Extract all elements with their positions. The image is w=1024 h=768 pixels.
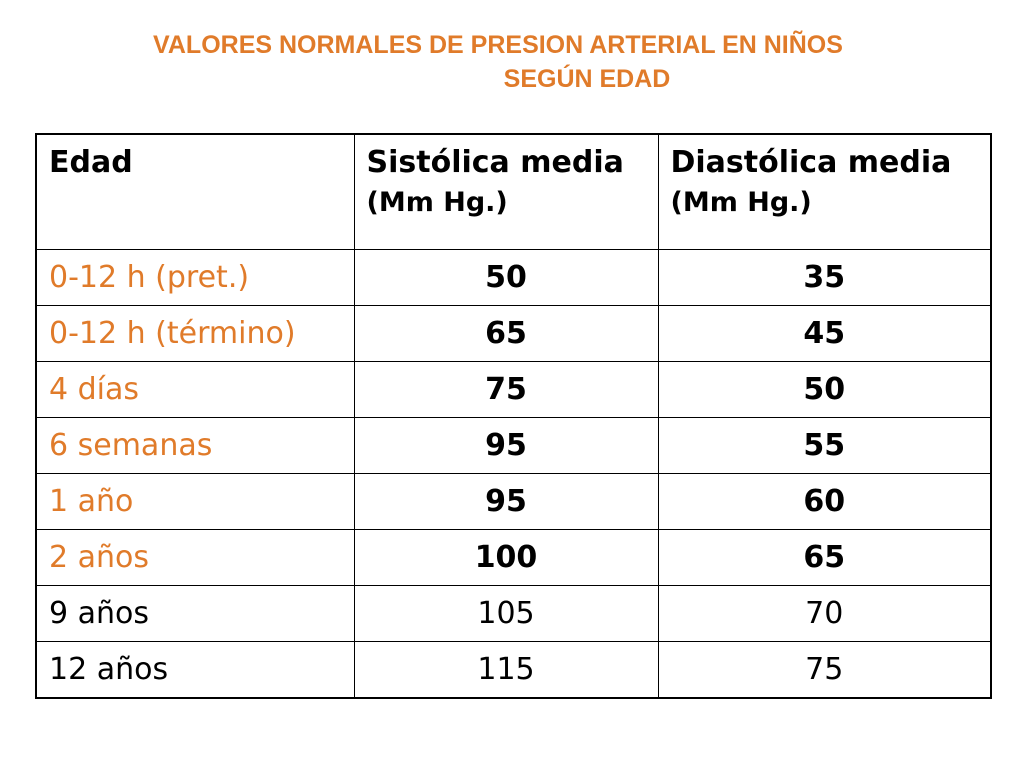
header-diastolic: Diastólica media (Mm Hg.) [657, 133, 992, 250]
systolic-cell: 95 [353, 417, 659, 474]
table-row: 12 años 115 75 [35, 641, 992, 699]
systolic-cell: 75 [353, 361, 659, 418]
header-systolic: Sistólica media (Mm Hg.) [353, 133, 659, 250]
title-line-1: VALORES NORMALES DE PRESION ARTERIAL EN … [153, 31, 843, 59]
diastolic-cell: 60 [657, 473, 992, 530]
age-cell: 9 años [35, 585, 355, 642]
age-cell: 12 años [35, 641, 355, 699]
systolic-cell: 100 [353, 529, 659, 586]
page-title: VALORES NORMALES DE PRESION ARTERIAL EN … [0, 28, 1024, 96]
age-cell: 0-12 h (término) [35, 305, 355, 362]
table-row: 0-12 h (pret.) 50 35 [35, 249, 992, 306]
header-diastolic-label: Diastólica media [670, 145, 952, 180]
age-cell: 1 año [35, 473, 355, 530]
header-age-label: Edad [49, 145, 133, 180]
table-header-row: Edad Sistólica media (Mm Hg.) Diastólica… [35, 133, 992, 250]
diastolic-cell: 55 [657, 417, 992, 474]
table-row: 9 años 105 70 [35, 585, 992, 642]
age-cell: 4 días [35, 361, 355, 418]
systolic-cell: 115 [353, 641, 659, 699]
diastolic-cell: 45 [657, 305, 992, 362]
age-cell: 6 semanas [35, 417, 355, 474]
diastolic-cell: 70 [657, 585, 992, 642]
table-row: 6 semanas 95 55 [35, 417, 992, 474]
table-row: 0-12 h (término) 65 45 [35, 305, 992, 362]
header-systolic-unit: (Mm Hg.) [366, 187, 508, 218]
title-line-2: SEGÚN EDAD [503, 65, 671, 93]
diastolic-cell: 75 [657, 641, 992, 699]
table-row: 4 días 75 50 [35, 361, 992, 418]
header-age: Edad [35, 133, 355, 250]
age-cell: 2 años [35, 529, 355, 586]
header-diastolic-unit: (Mm Hg.) [670, 187, 812, 218]
table-row: 2 años 100 65 [35, 529, 992, 586]
table-row: 1 año 95 60 [35, 473, 992, 530]
systolic-cell: 95 [353, 473, 659, 530]
diastolic-cell: 50 [657, 361, 992, 418]
systolic-cell: 105 [353, 585, 659, 642]
diastolic-cell: 65 [657, 529, 992, 586]
diastolic-cell: 35 [657, 249, 992, 306]
systolic-cell: 65 [353, 305, 659, 362]
age-cell: 0-12 h (pret.) [35, 249, 355, 306]
header-systolic-label: Sistólica media [366, 145, 624, 180]
blood-pressure-table: Edad Sistólica media (Mm Hg.) Diastólica… [35, 133, 992, 699]
systolic-cell: 50 [353, 249, 659, 306]
